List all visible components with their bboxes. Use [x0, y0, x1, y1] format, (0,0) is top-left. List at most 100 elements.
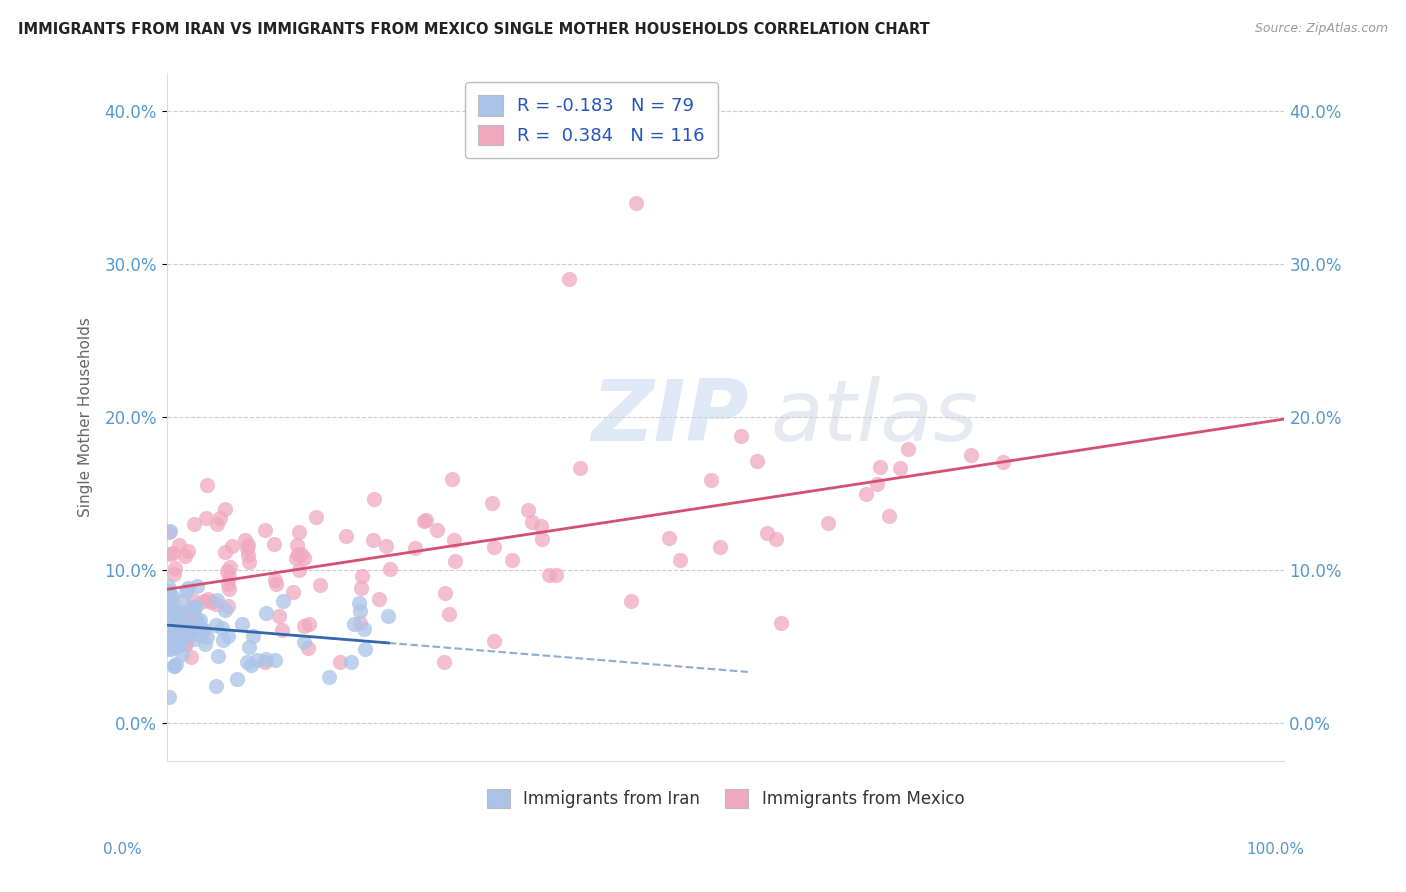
Point — [343, 616, 366, 631]
Point — [211, 621, 233, 635]
Point — [288, 524, 311, 539]
Point — [167, 608, 190, 623]
Point — [180, 649, 202, 664]
Point — [157, 690, 180, 704]
Point — [162, 628, 184, 642]
Point — [165, 605, 187, 619]
Point — [318, 670, 340, 684]
Point — [157, 524, 180, 539]
Point — [308, 578, 330, 592]
Point — [217, 564, 239, 578]
Point — [960, 448, 983, 462]
Point — [188, 628, 211, 642]
Point — [159, 623, 181, 637]
Point — [254, 523, 277, 537]
Point — [855, 487, 877, 501]
Point — [174, 637, 197, 651]
Point — [191, 622, 214, 636]
Point — [187, 615, 209, 629]
Point — [267, 609, 290, 624]
Point — [157, 627, 180, 641]
Point — [264, 652, 287, 666]
Point — [270, 623, 292, 637]
Point — [162, 632, 184, 646]
Point — [865, 476, 887, 491]
Point — [246, 653, 269, 667]
Point — [568, 460, 591, 475]
Text: ZIP: ZIP — [592, 376, 749, 458]
Point — [159, 642, 181, 657]
Point — [285, 538, 308, 552]
Point — [193, 594, 215, 608]
Point — [292, 635, 315, 649]
Y-axis label: Single Mother Households: Single Mother Households — [79, 317, 93, 517]
Point — [350, 582, 373, 596]
Point — [482, 540, 505, 554]
Point — [165, 657, 187, 671]
Point — [374, 539, 396, 553]
Point — [377, 608, 399, 623]
Point — [159, 607, 181, 622]
Point — [159, 624, 181, 639]
Point — [208, 511, 231, 525]
Point — [159, 608, 181, 623]
Point — [236, 537, 259, 551]
Point — [897, 442, 920, 456]
Point — [558, 272, 581, 286]
Point — [170, 624, 193, 639]
Point — [218, 582, 240, 597]
Point — [176, 543, 198, 558]
Point — [238, 555, 260, 569]
Point — [620, 594, 643, 608]
Point — [214, 502, 236, 516]
Point — [159, 589, 181, 603]
Point — [195, 511, 218, 525]
Point — [770, 616, 793, 631]
Point — [817, 516, 839, 530]
Point — [368, 592, 391, 607]
Legend: Immigrants from Iran, Immigrants from Mexico: Immigrants from Iran, Immigrants from Me… — [479, 782, 972, 814]
Point — [167, 538, 190, 552]
Point — [204, 679, 226, 693]
Point — [162, 546, 184, 560]
Point — [204, 597, 226, 611]
Point — [889, 461, 911, 475]
Point — [305, 509, 328, 524]
Point — [162, 624, 184, 639]
Point — [156, 584, 179, 599]
Point — [159, 641, 181, 656]
Point — [183, 601, 205, 615]
Point — [184, 610, 207, 624]
Point — [200, 595, 222, 609]
Point — [353, 622, 375, 636]
Point — [163, 566, 186, 581]
Point — [352, 569, 374, 583]
Point — [290, 547, 312, 561]
Point — [340, 655, 363, 669]
Point — [238, 640, 260, 654]
Point — [172, 593, 194, 607]
Point — [298, 617, 321, 632]
Point — [217, 576, 239, 591]
Point — [624, 196, 647, 211]
Point — [156, 627, 179, 641]
Point — [214, 602, 236, 616]
Point — [156, 579, 179, 593]
Point — [159, 584, 181, 599]
Point — [163, 659, 186, 673]
Point — [163, 639, 186, 653]
Point — [186, 579, 208, 593]
Point — [253, 655, 276, 669]
Point — [529, 518, 551, 533]
Point — [176, 581, 198, 595]
Point — [226, 672, 249, 686]
Point — [207, 649, 229, 664]
Point — [165, 625, 187, 640]
Point — [159, 524, 181, 538]
Point — [207, 516, 229, 531]
Point — [658, 531, 681, 545]
Point — [217, 599, 239, 614]
Point — [254, 652, 277, 666]
Point — [188, 613, 211, 627]
Text: atlas: atlas — [770, 376, 979, 458]
